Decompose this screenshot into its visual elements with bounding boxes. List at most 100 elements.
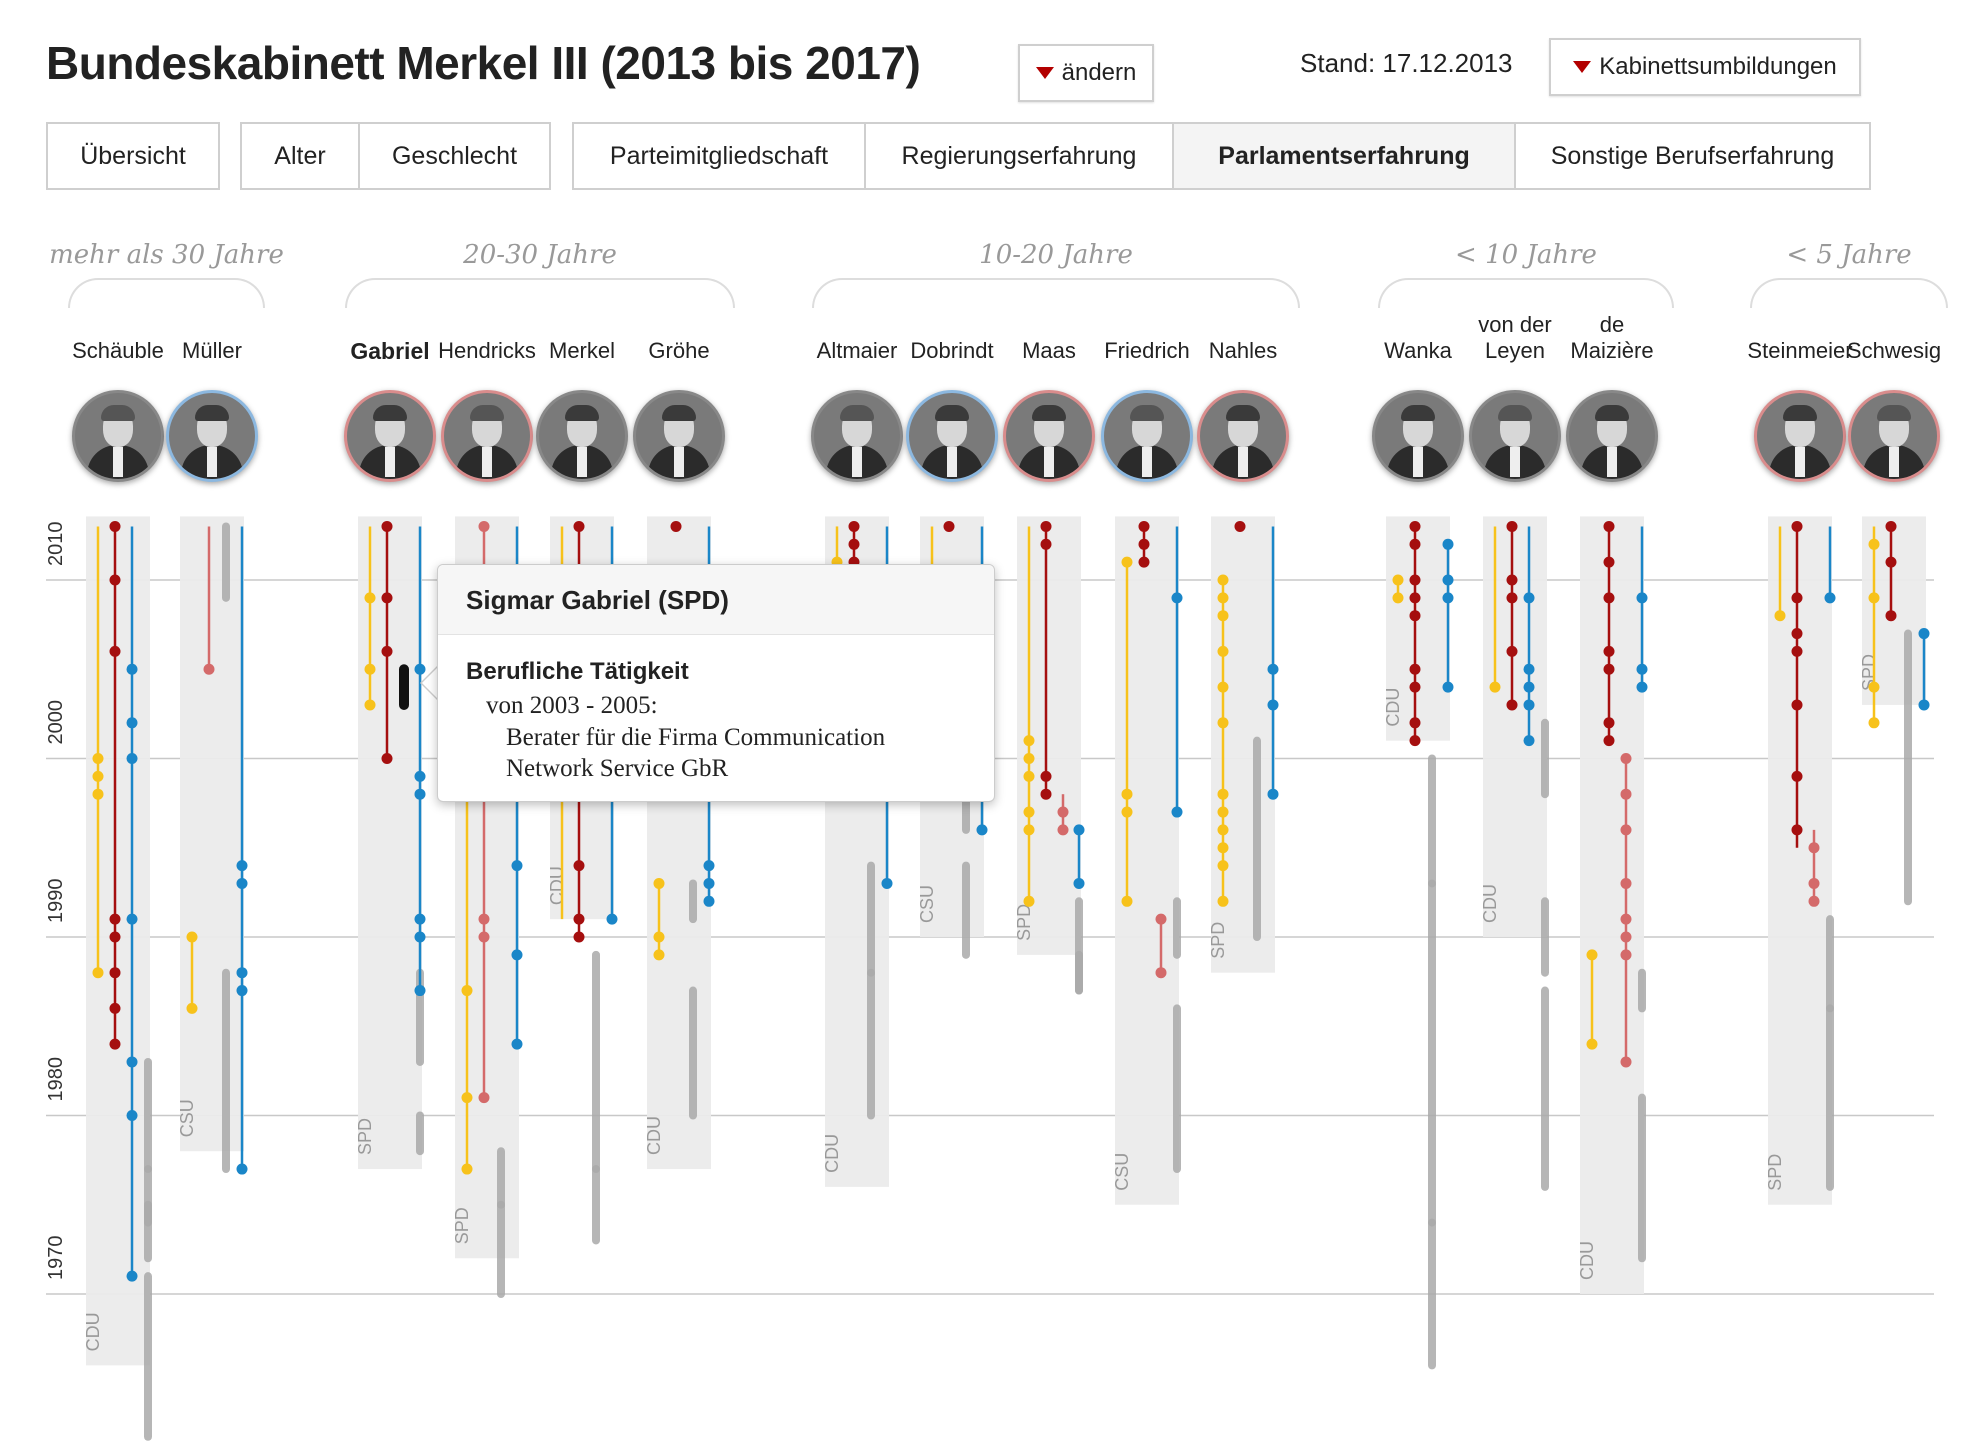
- experience-dot: [1442, 681, 1454, 693]
- experience-dot: [1409, 717, 1421, 729]
- experience-dot: [126, 663, 138, 675]
- portrait-avatar[interactable]: [633, 390, 725, 482]
- tab-parteimitgliedschaft[interactable]: Parteimitgliedschaft: [574, 124, 866, 188]
- tab-uebersicht[interactable]: Übersicht: [80, 141, 186, 170]
- person-name[interactable]: Maas: [1022, 338, 1076, 363]
- experience-dot: [381, 520, 393, 532]
- person-name[interactable]: de Maizière: [1570, 312, 1654, 363]
- person-name[interactable]: Altmaier: [816, 338, 898, 363]
- person-column: [180, 516, 244, 1152]
- tab-alter[interactable]: Alter: [242, 124, 360, 188]
- portrait-avatar[interactable]: [1566, 390, 1658, 482]
- portrait-avatar[interactable]: [344, 390, 436, 482]
- portrait-avatar[interactable]: [906, 390, 998, 482]
- experience-dot: [1023, 770, 1035, 782]
- portrait-hair: [1498, 405, 1532, 421]
- portrait-shirt: [852, 447, 862, 477]
- experience-dot: [478, 913, 490, 925]
- experience-dot: [364, 663, 376, 675]
- experience-dot: [1442, 592, 1454, 604]
- experience-dot: [1603, 520, 1615, 532]
- experience-dot: [1217, 645, 1229, 657]
- person-name[interactable]: Schwesig: [1846, 338, 1942, 363]
- experience-dot: [236, 1163, 248, 1175]
- experience-dot: [478, 1092, 490, 1104]
- portrait-avatar[interactable]: [1754, 390, 1846, 482]
- person-name[interactable]: Dobrindt: [910, 338, 994, 363]
- portrait-avatar[interactable]: [536, 390, 628, 482]
- experience-dot: [1603, 645, 1615, 657]
- experience-dot: [1409, 663, 1421, 675]
- experience-dot: [1023, 735, 1035, 747]
- portrait-hair: [195, 405, 229, 421]
- person-name[interactable]: Gabriel: [350, 338, 430, 364]
- person-name[interactable]: Wanka: [1384, 338, 1452, 363]
- experience-dot: [1791, 824, 1803, 836]
- party-label: SPD: [1014, 904, 1034, 941]
- person-name[interactable]: Hendricks: [438, 338, 536, 363]
- tab-parlamentserfahrung[interactable]: Parlamentserfahrung: [1174, 124, 1516, 188]
- experience-dot: [186, 931, 198, 943]
- experience-dot: [653, 931, 665, 943]
- experience-dot: [1620, 1056, 1632, 1068]
- experience-dot: [573, 913, 585, 925]
- portrait-hair: [662, 405, 696, 421]
- person-name[interactable]: Müller: [182, 338, 242, 363]
- experience-dot: [109, 520, 121, 532]
- person-name[interactable]: Schäuble: [72, 338, 164, 363]
- portrait-shirt: [385, 447, 395, 477]
- experience-dot: [1586, 949, 1598, 961]
- portrait-avatar[interactable]: [811, 390, 903, 482]
- experience-dot: [1636, 681, 1648, 693]
- portrait-avatar[interactable]: [1372, 390, 1464, 482]
- portrait-avatar[interactable]: [1101, 390, 1193, 482]
- experience-dot: [1073, 877, 1085, 889]
- reshuffle-button[interactable]: Kabinettsumbildungen: [1549, 38, 1861, 96]
- person-name[interactable]: Merkel: [548, 338, 616, 363]
- portrait-avatar[interactable]: [1197, 390, 1289, 482]
- person-name[interactable]: Gröhe: [648, 338, 710, 363]
- experience-dot: [1217, 860, 1229, 872]
- tab-regierungserfahrung[interactable]: Regierungserfahrung: [866, 124, 1174, 188]
- portrait-avatar[interactable]: [1848, 390, 1940, 482]
- experience-dot: [1523, 699, 1535, 711]
- portrait-avatar[interactable]: [1469, 390, 1561, 482]
- person-name[interactable]: Friedrich: [1104, 338, 1190, 363]
- person-name[interactable]: Steinmeier: [1747, 338, 1853, 363]
- experience-dot: [1217, 788, 1229, 800]
- portrait-avatar[interactable]: [166, 390, 258, 482]
- experience-dot: [1138, 538, 1150, 550]
- experience-dot: [126, 1110, 138, 1121]
- person-name[interactable]: Nahles: [1208, 338, 1278, 363]
- experience-dot: [1409, 610, 1421, 622]
- portrait-avatar[interactable]: [441, 390, 533, 482]
- tooltip-subtitle: Berufliche Tätigkeit: [466, 658, 689, 685]
- tab-geschlecht[interactable]: Geschlecht: [391, 141, 518, 170]
- experience-dot: [236, 985, 248, 997]
- reshuffle-label: Kabinettsumbildungen: [1599, 53, 1837, 80]
- experience-dot: [92, 770, 104, 782]
- portrait-avatar[interactable]: [72, 390, 164, 482]
- experience-dot: [1121, 806, 1133, 818]
- party-label: CDU: [1480, 884, 1500, 923]
- experience-dot: [186, 1002, 198, 1014]
- experience-dot: [573, 520, 585, 532]
- experience-dot: [109, 645, 121, 657]
- portrait-avatar[interactable]: [1003, 390, 1095, 482]
- portrait-hair: [1130, 405, 1164, 421]
- party-label: CDU: [1577, 1241, 1597, 1280]
- portrait-shirt: [1238, 447, 1248, 477]
- experience-dot: [606, 913, 618, 925]
- experience-dot: [461, 985, 473, 997]
- experience-dot: [478, 931, 490, 943]
- person-name[interactable]: von der Leyen: [1478, 312, 1552, 363]
- experience-dot: [109, 931, 121, 943]
- tab-sonstige-berufserfahrung[interactable]: Sonstige Berufserfahrung: [1550, 141, 1835, 170]
- change-cabinet-button[interactable]: ändern: [1018, 44, 1154, 102]
- party-label: CSU: [177, 1099, 197, 1137]
- experience-dot: [92, 788, 104, 800]
- portrait-hair: [1401, 405, 1435, 421]
- experience-dot: [109, 574, 121, 586]
- experience-dot: [1523, 663, 1535, 675]
- portrait-shirt: [1142, 447, 1152, 477]
